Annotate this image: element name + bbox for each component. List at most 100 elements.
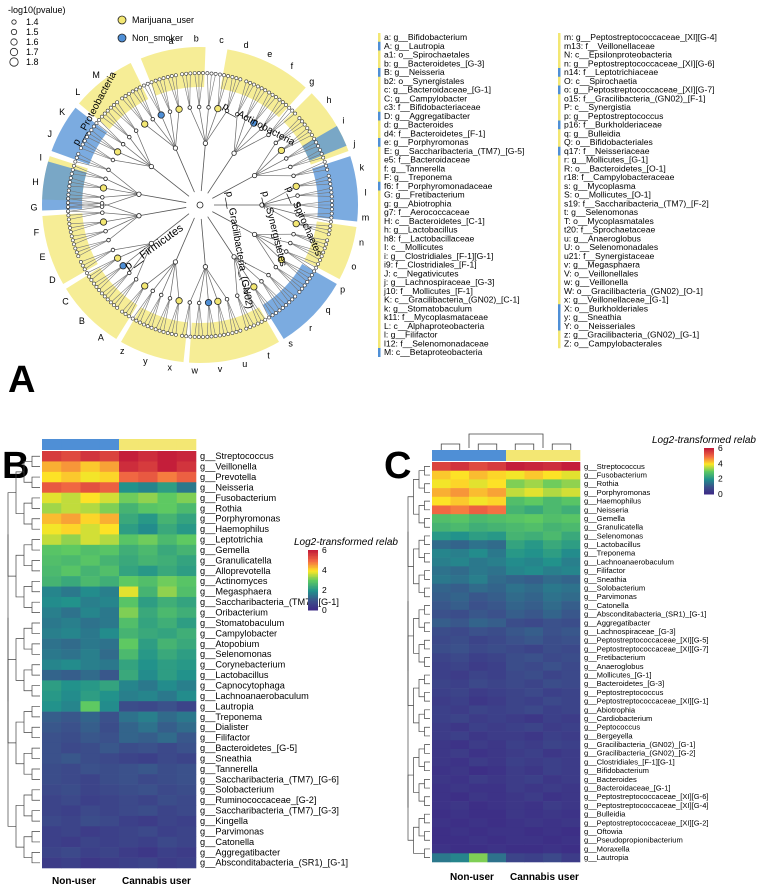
heatmap-cell bbox=[80, 795, 101, 806]
legend-entry: Y: o__Neisseriales bbox=[564, 321, 635, 331]
heatmap-cell bbox=[561, 496, 581, 506]
heatmap-cell bbox=[42, 471, 62, 483]
tip-node bbox=[226, 74, 231, 78]
heatmap-cell bbox=[450, 479, 470, 489]
heatmap-cell bbox=[524, 844, 544, 854]
legend-marker bbox=[558, 304, 561, 314]
heatmap-cell bbox=[469, 522, 488, 532]
row-dendrogram bbox=[424, 552, 430, 563]
clade-node bbox=[224, 297, 230, 302]
tip-node bbox=[123, 312, 128, 316]
tip-node bbox=[157, 328, 162, 333]
branch-line bbox=[226, 299, 241, 331]
heatmap-cell bbox=[487, 757, 507, 767]
branch-line bbox=[144, 261, 176, 287]
legend-entry: m: g__Peptostreptococcaceae_[XI][G-4] bbox=[564, 32, 717, 42]
heatmap-cell bbox=[469, 670, 488, 680]
heatmap-cell bbox=[61, 659, 81, 671]
clade-highlight bbox=[78, 62, 149, 130]
tip-node bbox=[280, 100, 285, 105]
legend-entry: n: g__Peptostreptococcaceae_[XI][G-6] bbox=[564, 58, 714, 68]
row-dendrogram bbox=[31, 726, 40, 739]
branch-line bbox=[138, 193, 187, 203]
scale-step bbox=[308, 562, 318, 564]
tip-node bbox=[66, 196, 71, 201]
tip-node bbox=[180, 333, 184, 338]
row-dendrogram bbox=[424, 779, 430, 789]
branch-line bbox=[163, 78, 171, 112]
heatmap-cell bbox=[487, 566, 507, 576]
heatmap-cell bbox=[99, 596, 120, 608]
scale-step bbox=[308, 581, 318, 584]
heatmap-cell bbox=[176, 690, 197, 702]
tip-node bbox=[222, 332, 226, 337]
heatmap-cell bbox=[487, 844, 507, 854]
heatmap-cell bbox=[176, 795, 197, 806]
group-legend: Marijuana_user Non_smoker bbox=[117, 15, 194, 43]
tip-node bbox=[73, 159, 78, 164]
tip-node bbox=[328, 181, 333, 186]
heatmap-row-label: g__Stomatobaculum bbox=[200, 618, 285, 628]
heatmap-cell bbox=[543, 462, 562, 471]
heatmap-row-label: g__Selenomonas bbox=[200, 649, 272, 659]
tip-letter: p bbox=[340, 284, 345, 294]
branch-line bbox=[175, 261, 180, 301]
legend-entry: P: c__Synergistia bbox=[564, 102, 631, 112]
heatmap-cell bbox=[42, 701, 62, 712]
heatmap-cell bbox=[176, 586, 197, 598]
heatmap-cell bbox=[432, 740, 451, 750]
legend-marker bbox=[558, 33, 561, 42]
heatmap-cell bbox=[543, 653, 562, 663]
scale-step bbox=[308, 598, 318, 600]
legend-entry: A: g__Lautropia bbox=[384, 41, 445, 51]
clade-highlight bbox=[312, 156, 358, 222]
legend-entry: f6: f__Porphyromonadaceae bbox=[384, 181, 493, 191]
legend-entry: v: g__Megasphaera bbox=[564, 260, 640, 270]
tip-node bbox=[325, 238, 330, 243]
legend-marker bbox=[558, 120, 561, 130]
branch-line bbox=[98, 119, 124, 145]
heatmap-cell bbox=[561, 592, 581, 602]
heatmap-cell bbox=[543, 470, 562, 480]
heatmap-cell bbox=[157, 576, 178, 587]
row-dendrogram bbox=[424, 657, 430, 667]
heatmap-cell bbox=[138, 857, 158, 869]
heatmap-cell bbox=[487, 679, 507, 689]
branch-line bbox=[205, 266, 219, 302]
heatmap-cell bbox=[432, 818, 451, 828]
heatmap-cell bbox=[42, 482, 62, 493]
branch-line bbox=[151, 166, 190, 197]
heatmap-cell bbox=[543, 818, 562, 828]
heatmap-cell bbox=[61, 461, 81, 473]
heatmap-cell bbox=[469, 479, 488, 489]
column-dendrogram bbox=[514, 443, 535, 450]
branch-line bbox=[144, 123, 176, 149]
legend-entry: i: g__Clostridiales_[F-1][G-1] bbox=[384, 251, 493, 261]
tip-node bbox=[89, 128, 94, 132]
heatmap-cell bbox=[561, 688, 581, 698]
heatmap-row-label: g__Granulicatella bbox=[200, 555, 272, 565]
tip-node bbox=[153, 78, 158, 83]
heatmap-cell bbox=[561, 696, 581, 706]
heatmap-cell bbox=[450, 766, 470, 776]
scale-step bbox=[704, 457, 714, 459]
clade-highlight bbox=[220, 49, 306, 118]
row-dendrogram bbox=[424, 570, 430, 580]
heatmap-cell bbox=[176, 753, 197, 765]
legend-marker bbox=[558, 243, 561, 252]
branch-line bbox=[143, 85, 162, 116]
heatmap-cell bbox=[506, 479, 525, 489]
heatmap-cell bbox=[450, 662, 470, 671]
heatmap-cell bbox=[99, 690, 120, 702]
heatmap-cell bbox=[157, 680, 178, 692]
branch-line bbox=[208, 302, 216, 337]
heatmap-cell bbox=[487, 766, 507, 776]
legend-entry: c: g__Bacteroidaceae_[G-1] bbox=[384, 85, 491, 95]
branch-line bbox=[226, 299, 237, 332]
branch-line bbox=[253, 286, 273, 316]
legend-entry: c3: f__Bifidobacteriaceae bbox=[384, 102, 481, 112]
clade-node bbox=[259, 279, 264, 284]
heatmap-cell bbox=[80, 503, 101, 514]
legend-marker bbox=[558, 225, 561, 235]
row-dendrogram bbox=[31, 580, 40, 593]
